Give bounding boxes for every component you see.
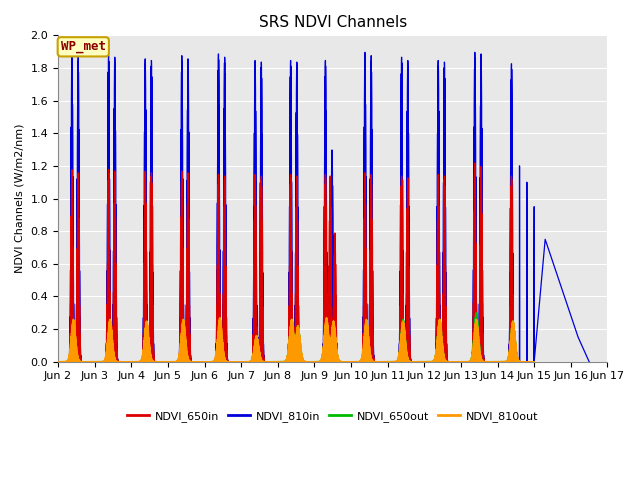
Title: SRS NDVI Channels: SRS NDVI Channels [259, 15, 407, 30]
Y-axis label: NDVI Channels (W/m2/nm): NDVI Channels (W/m2/nm) [15, 124, 25, 273]
Legend: NDVI_650in, NDVI_810in, NDVI_650out, NDVI_810out: NDVI_650in, NDVI_810in, NDVI_650out, NDV… [122, 407, 543, 426]
Text: WP_met: WP_met [61, 40, 106, 53]
